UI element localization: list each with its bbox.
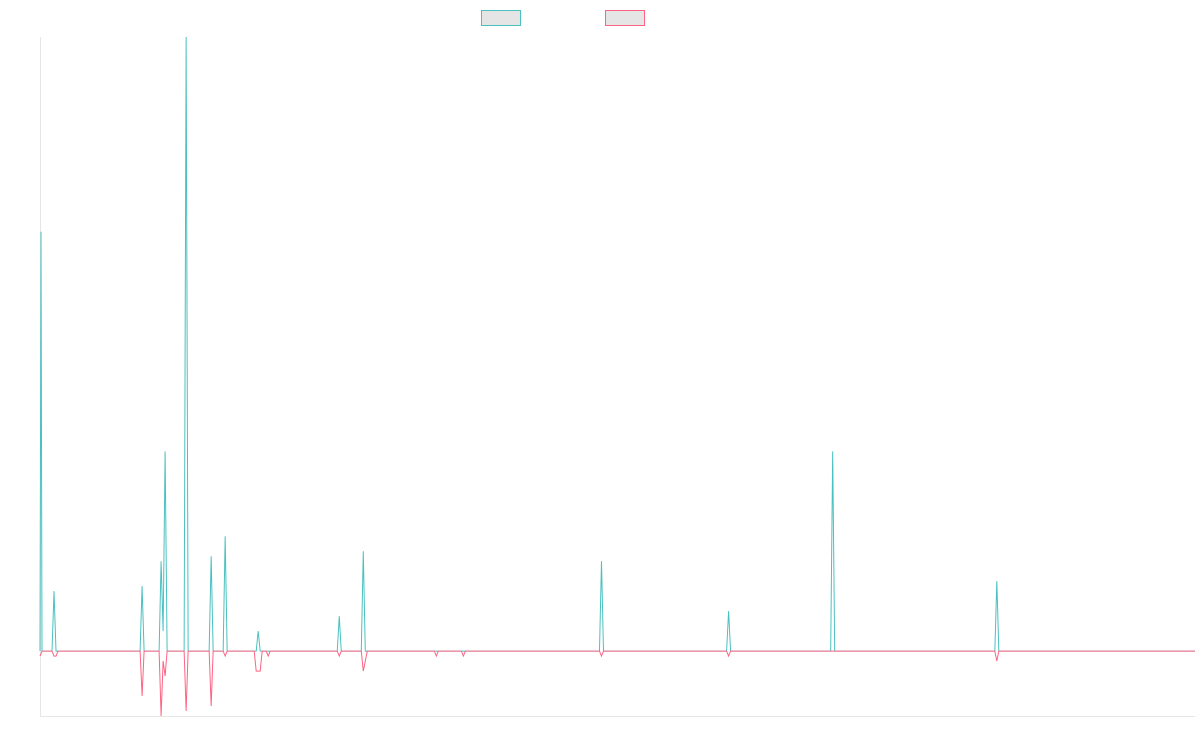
series-layer bbox=[39, 36, 1195, 717]
legend-swatch-2[interactable] bbox=[605, 10, 645, 26]
legend-swatch-1[interactable] bbox=[481, 10, 521, 26]
legend bbox=[481, 10, 645, 26]
series-line-2 bbox=[39, 650, 1195, 717]
series-line-1 bbox=[39, 36, 1195, 652]
